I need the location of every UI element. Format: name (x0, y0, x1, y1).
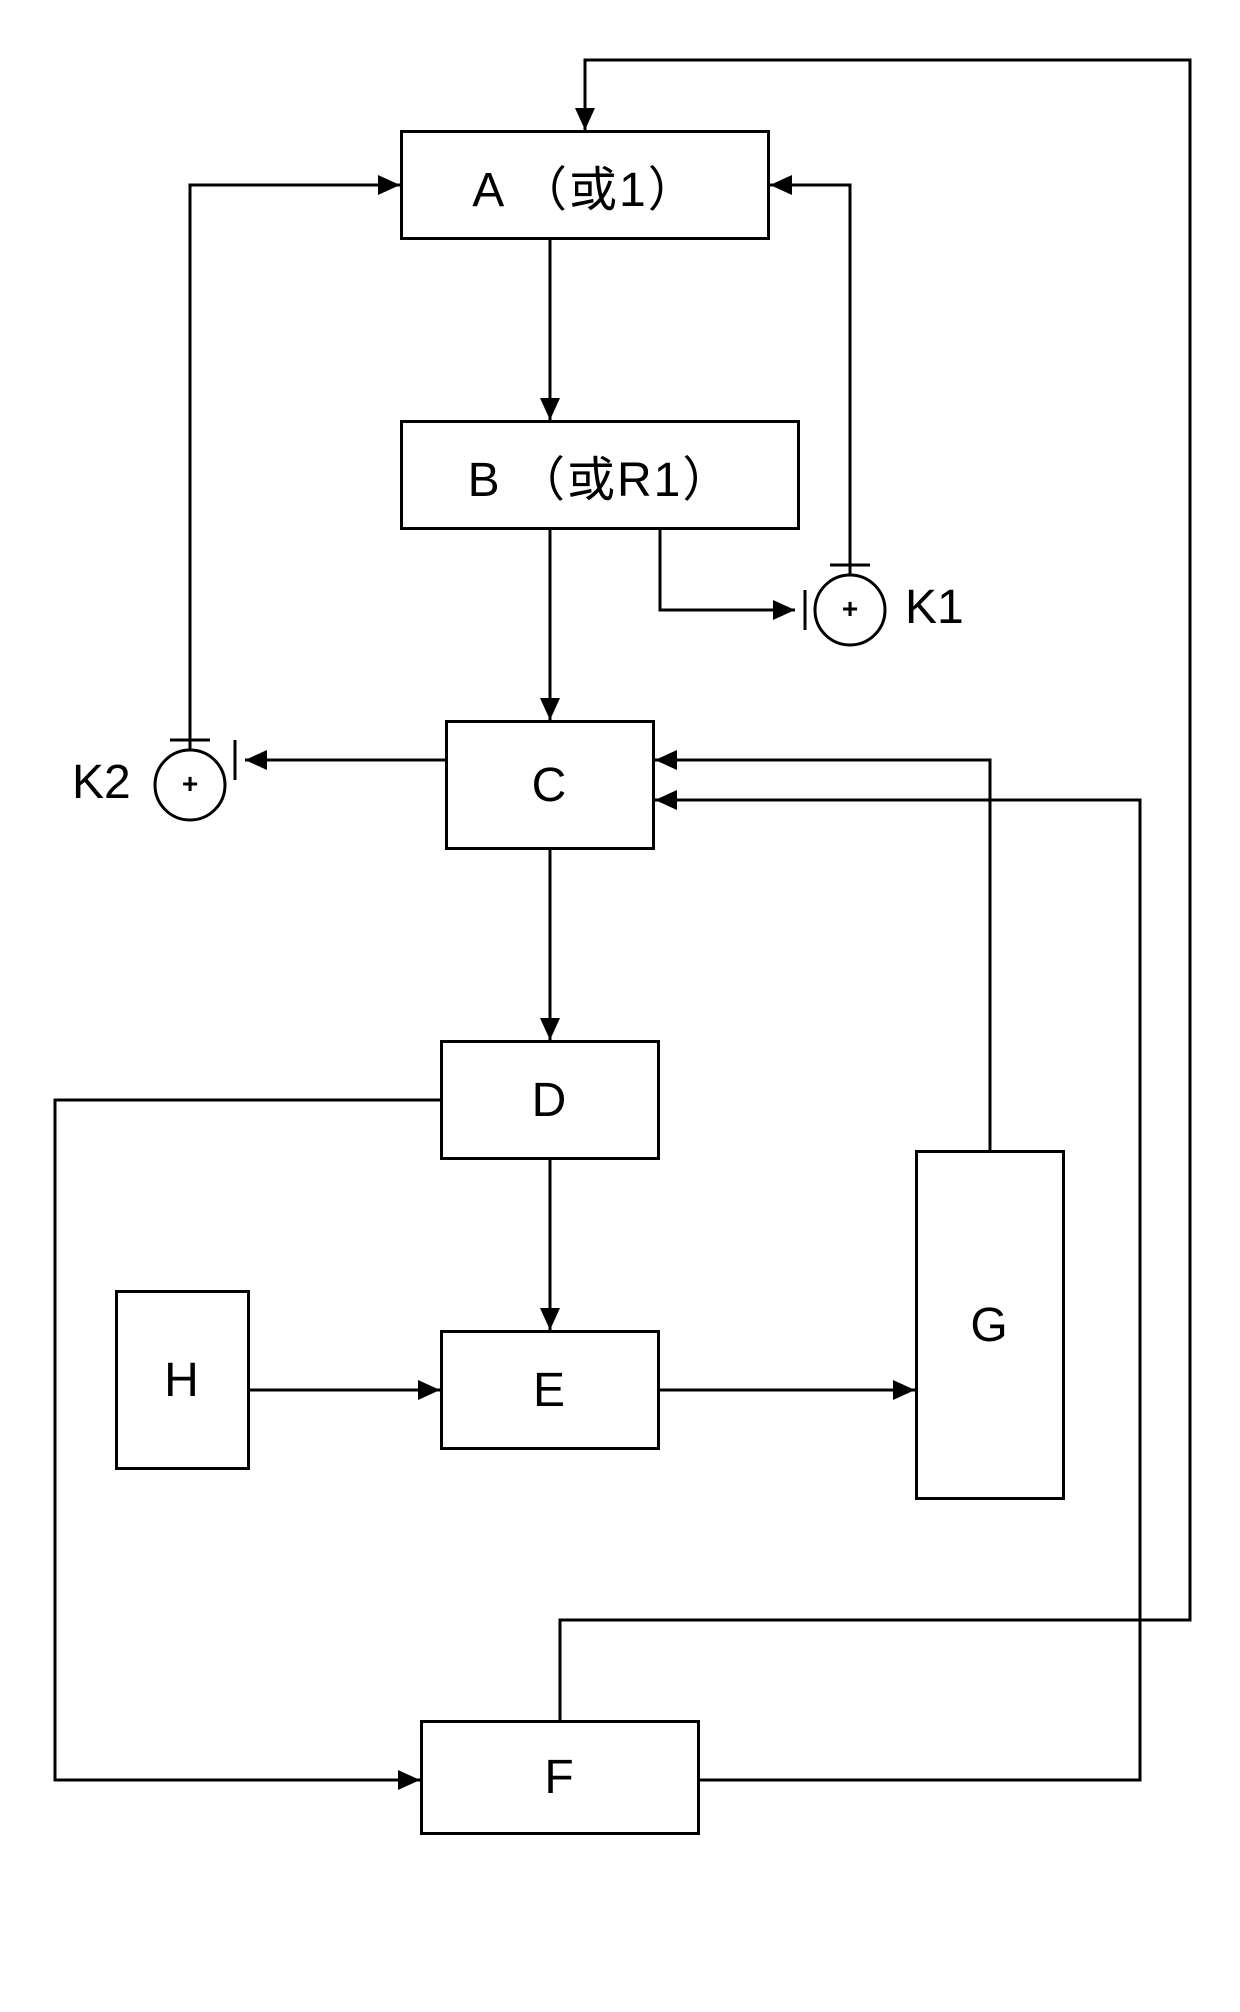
node-a: A （或1） (400, 130, 770, 240)
node-a-label: A （或1） (472, 150, 697, 220)
edges-svg: + + (0, 0, 1240, 2012)
node-b: B （或R1） (400, 420, 800, 530)
node-d: D (440, 1040, 660, 1160)
node-f: F (420, 1720, 700, 1835)
svg-text:+: + (842, 593, 858, 624)
node-e: E (440, 1330, 660, 1450)
k2-label: K2 (72, 755, 131, 810)
node-d-label: D (532, 1073, 569, 1128)
node-g-label: G (970, 1298, 1009, 1353)
node-c: C (445, 720, 655, 850)
node-c-label: C (532, 758, 569, 813)
k1-label: K1 (905, 580, 964, 635)
node-g: G (915, 1150, 1065, 1500)
node-h-label: H (164, 1353, 201, 1408)
node-e-label: E (533, 1363, 567, 1418)
node-h: H (115, 1290, 250, 1470)
svg-text:+: + (182, 768, 198, 799)
node-b-label: B （或R1） (468, 440, 733, 510)
diagram-container: A （或1） B （或R1） C D E H G F K1 K2 + + (0, 0, 1240, 2012)
node-f-label: F (544, 1750, 575, 1805)
